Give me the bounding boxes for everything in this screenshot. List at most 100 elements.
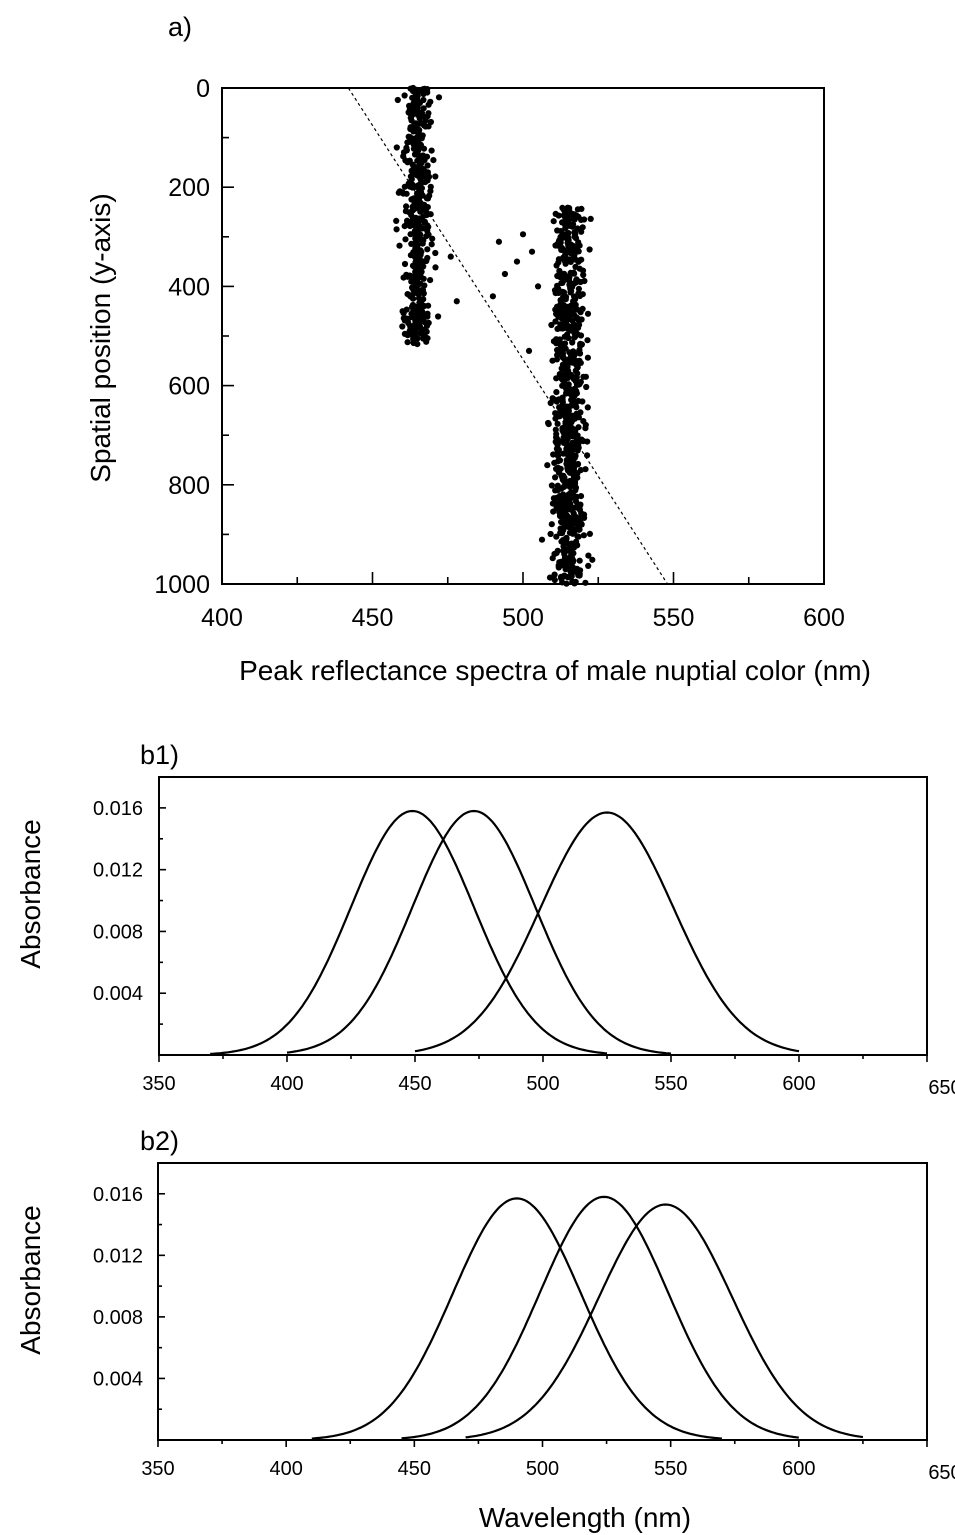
- y-tick-label: 600: [168, 373, 210, 401]
- scatter-point: [571, 229, 578, 236]
- scatter-point: [557, 228, 565, 235]
- scatter-point: [416, 299, 423, 307]
- scatter-point: [544, 462, 551, 469]
- scatter-point: [417, 208, 424, 215]
- scatter-point: [435, 313, 442, 320]
- scatter-point: [586, 530, 594, 538]
- y-tick-label: 1000: [154, 571, 210, 599]
- scatter-point: [550, 495, 558, 502]
- scatter-point: [401, 92, 408, 99]
- scatter-point: [566, 205, 573, 212]
- scatter-point: [407, 124, 414, 131]
- scatter-point: [430, 157, 437, 164]
- panel-b2-label: b2): [140, 1126, 179, 1156]
- panel-b1: b1) 350 400 450 500 550 600 650 0.004 0.008 0.012…: [15, 740, 955, 1099]
- x-tick-label: 400: [269, 1458, 302, 1480]
- scatter-point: [513, 258, 521, 265]
- scatter-point: [568, 573, 575, 580]
- x-tick-label: 550: [653, 604, 695, 632]
- scatter-point: [424, 254, 431, 262]
- panel-a-ticks: 400 450 500 550 600 0 200 400 600 800 1000: [154, 75, 844, 632]
- scatter-point: [559, 361, 567, 368]
- scatter-point: [424, 195, 432, 202]
- y-tick-label: 0.016: [93, 798, 143, 820]
- scatter-point: [555, 564, 562, 571]
- scatter-point: [545, 419, 552, 427]
- scatter-point: [562, 249, 569, 256]
- scatter-point: [420, 310, 427, 318]
- scatter-point: [412, 122, 419, 129]
- y-tick-label: 0.004: [93, 983, 143, 1005]
- scatter-point: [393, 226, 400, 233]
- scatter-point: [414, 157, 421, 164]
- scatter-point: [402, 208, 409, 215]
- scatter-point: [396, 242, 403, 249]
- scatter-point: [418, 237, 425, 244]
- scatter-point: [580, 271, 587, 279]
- scatter-point: [413, 272, 420, 279]
- scatter-point: [401, 183, 408, 190]
- absorbance-curve-2: [401, 1195, 799, 1440]
- scatter-point: [561, 207, 568, 214]
- scatter-point: [549, 555, 556, 562]
- panel-b2: b2) 350 400 450 500 550 600 650 0.004 0.008 0.012…: [15, 1126, 955, 1533]
- scatter-point: [551, 571, 558, 578]
- scatter-point: [401, 330, 408, 337]
- scatter-point: [564, 479, 571, 486]
- scatter-point: [561, 355, 568, 362]
- scatter-point: [420, 105, 427, 112]
- scatter-point: [565, 334, 572, 342]
- scatter-point: [586, 246, 593, 253]
- scatter-point: [585, 552, 592, 559]
- y-tick-label: 0: [196, 75, 210, 103]
- x-tick-label: 650: [928, 1462, 955, 1484]
- scatter-point: [563, 390, 570, 397]
- scatter-point: [501, 270, 509, 278]
- scatter-point: [554, 325, 561, 332]
- scatter-point: [406, 138, 413, 145]
- scatter-point: [577, 309, 584, 316]
- x-tick-label: 500: [526, 1073, 559, 1095]
- scatter-point: [558, 344, 565, 351]
- scatter-point: [576, 557, 583, 564]
- scatter-point: [427, 183, 434, 190]
- scatter-point: [421, 319, 428, 326]
- scatter-point: [580, 532, 588, 539]
- scatter-point: [432, 264, 439, 271]
- scatter-point: [559, 399, 567, 406]
- scatter-point: [563, 580, 570, 587]
- scatter-point: [411, 203, 418, 210]
- scatter-point: [453, 298, 460, 305]
- scatter-point: [589, 556, 596, 563]
- scatter-point: [424, 113, 431, 120]
- scatter-point: [547, 530, 554, 538]
- scatter-point: [425, 223, 432, 231]
- scatter-point: [584, 354, 592, 361]
- scatter-point: [562, 536, 569, 543]
- scatter-point: [563, 511, 570, 519]
- scatter-point: [432, 173, 439, 180]
- scatter-point: [559, 279, 566, 286]
- scatter-point: [584, 310, 592, 317]
- scatter-point: [554, 487, 561, 494]
- scatter-point: [420, 213, 427, 220]
- scatter-point: [581, 277, 588, 285]
- x-tick-label: 400: [201, 604, 243, 632]
- scatter-point: [573, 503, 580, 510]
- x-tick-label: 450: [352, 604, 394, 632]
- scatter-point: [534, 283, 542, 290]
- scatter-point: [584, 337, 591, 344]
- scatter-point: [402, 236, 409, 243]
- scatter-point: [411, 322, 418, 329]
- scatter-point: [412, 91, 420, 98]
- scatter-point: [563, 445, 570, 452]
- scatter-point: [574, 370, 581, 377]
- scatter-point: [447, 253, 454, 260]
- scatter-point: [553, 440, 561, 447]
- scatter-point: [552, 426, 559, 433]
- scatter-point: [577, 493, 585, 500]
- scatter-point: [415, 295, 423, 302]
- scatter-point: [574, 206, 582, 213]
- x-tick-label: 500: [526, 1458, 559, 1480]
